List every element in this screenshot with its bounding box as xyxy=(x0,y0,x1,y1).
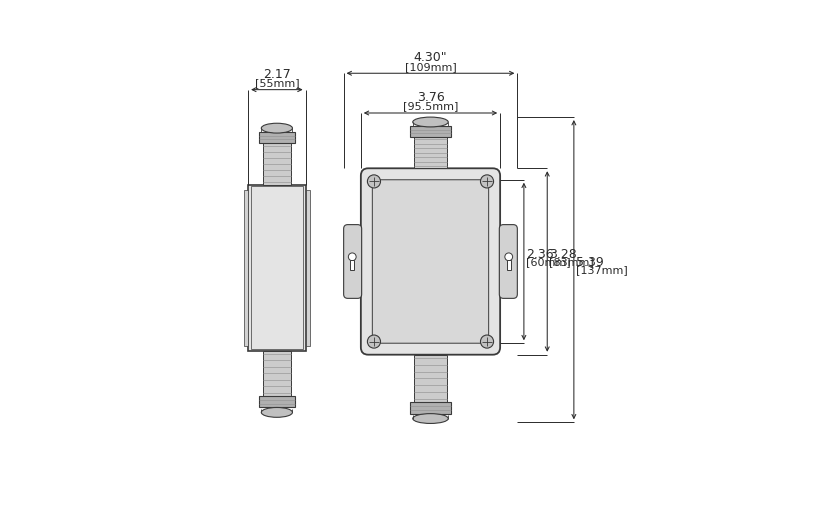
Text: [137mm]: [137mm] xyxy=(576,265,628,275)
Text: 4.30": 4.30" xyxy=(414,51,447,64)
Text: 2.36: 2.36 xyxy=(526,247,553,261)
Bar xyxy=(263,143,291,185)
Circle shape xyxy=(481,335,494,348)
Bar xyxy=(259,132,295,143)
Bar xyxy=(507,260,511,270)
Ellipse shape xyxy=(261,408,292,417)
Circle shape xyxy=(505,253,512,261)
FancyBboxPatch shape xyxy=(344,225,361,298)
Bar xyxy=(248,185,305,351)
Bar xyxy=(305,189,309,346)
Bar xyxy=(251,186,303,349)
Bar xyxy=(415,137,446,168)
Ellipse shape xyxy=(261,123,292,133)
Text: 3.76: 3.76 xyxy=(417,91,445,104)
Bar xyxy=(263,351,291,396)
FancyBboxPatch shape xyxy=(499,225,517,298)
Bar xyxy=(259,396,295,408)
Ellipse shape xyxy=(413,413,448,423)
Bar xyxy=(350,260,354,270)
Circle shape xyxy=(367,335,380,348)
FancyBboxPatch shape xyxy=(372,180,489,343)
FancyBboxPatch shape xyxy=(361,168,500,355)
Bar xyxy=(410,402,450,413)
Text: [109mm]: [109mm] xyxy=(405,62,456,72)
Circle shape xyxy=(481,175,494,188)
Text: [60mm]: [60mm] xyxy=(526,257,570,267)
Circle shape xyxy=(348,253,356,261)
Bar xyxy=(410,126,450,137)
Bar xyxy=(415,355,446,402)
Text: [95.5mm]: [95.5mm] xyxy=(403,102,458,111)
Text: [55mm]: [55mm] xyxy=(255,78,299,88)
Circle shape xyxy=(367,175,380,188)
Text: 3.28: 3.28 xyxy=(549,247,577,261)
Text: [83mm]: [83mm] xyxy=(549,257,594,267)
Text: 5.39: 5.39 xyxy=(576,256,604,269)
Bar xyxy=(244,189,248,346)
Text: 2.17: 2.17 xyxy=(263,68,290,81)
Ellipse shape xyxy=(413,117,448,127)
